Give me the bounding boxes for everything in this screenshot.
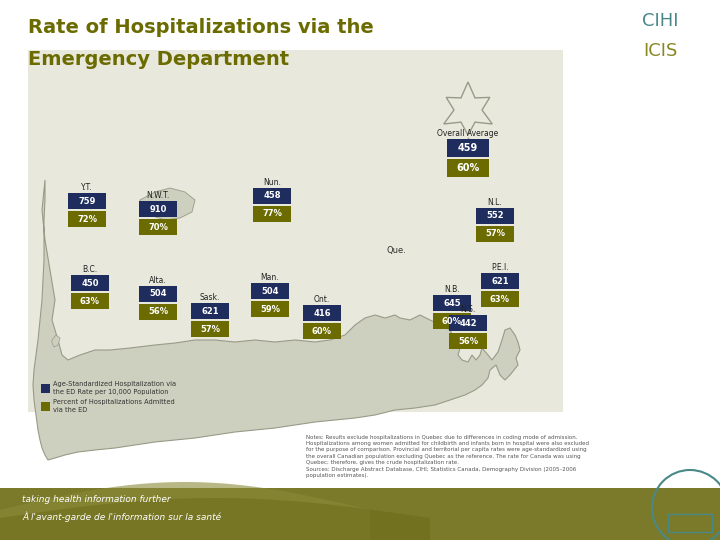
- Text: 56%: 56%: [458, 336, 478, 346]
- FancyBboxPatch shape: [251, 301, 289, 317]
- Text: 60%: 60%: [442, 316, 462, 326]
- Text: Notes: Results exclude hospitalizations in Quebec due to differences in coding m: Notes: Results exclude hospitalizations …: [306, 435, 589, 478]
- FancyBboxPatch shape: [476, 208, 514, 224]
- FancyBboxPatch shape: [449, 333, 487, 349]
- Text: Percent of Hospitalizations Admitted
via the ED: Percent of Hospitalizations Admitted via…: [53, 399, 175, 413]
- FancyBboxPatch shape: [433, 295, 471, 311]
- FancyBboxPatch shape: [303, 323, 341, 339]
- Text: N.L.: N.L.: [487, 198, 503, 207]
- FancyBboxPatch shape: [433, 313, 471, 329]
- FancyBboxPatch shape: [41, 384, 50, 393]
- Text: 645: 645: [444, 299, 461, 307]
- FancyBboxPatch shape: [303, 305, 341, 321]
- Polygon shape: [52, 335, 60, 347]
- Text: N.B.: N.B.: [444, 285, 460, 294]
- Text: Overall Average: Overall Average: [437, 129, 499, 138]
- Text: Ont.: Ont.: [314, 295, 330, 304]
- Text: 57%: 57%: [200, 325, 220, 334]
- Text: 56%: 56%: [148, 307, 168, 316]
- Text: 504: 504: [261, 287, 279, 295]
- Text: 70%: 70%: [148, 222, 168, 232]
- Text: taking health information further: taking health information further: [22, 495, 171, 504]
- FancyBboxPatch shape: [447, 139, 489, 157]
- Text: Man.: Man.: [261, 273, 279, 282]
- Text: P.E.I.: P.E.I.: [491, 263, 509, 272]
- Text: 59%: 59%: [260, 305, 280, 314]
- FancyBboxPatch shape: [139, 286, 177, 302]
- Text: 621: 621: [491, 276, 509, 286]
- Text: 759: 759: [78, 197, 96, 206]
- FancyBboxPatch shape: [191, 321, 229, 337]
- Text: Alta.: Alta.: [149, 276, 167, 285]
- Text: Emergency Department: Emergency Department: [28, 50, 289, 69]
- FancyBboxPatch shape: [71, 275, 109, 291]
- Text: Rate of Hospitalizations via the: Rate of Hospitalizations via the: [28, 18, 374, 37]
- FancyBboxPatch shape: [251, 283, 289, 299]
- FancyBboxPatch shape: [481, 273, 519, 289]
- Text: CIHI: CIHI: [642, 12, 678, 30]
- Text: B.C.: B.C.: [82, 265, 98, 274]
- FancyBboxPatch shape: [481, 291, 519, 307]
- Text: 552: 552: [486, 212, 504, 220]
- Text: Y.T.: Y.T.: [81, 183, 93, 192]
- Text: Nun.: Nun.: [263, 178, 281, 187]
- FancyBboxPatch shape: [71, 293, 109, 309]
- Text: 450: 450: [81, 279, 99, 287]
- FancyBboxPatch shape: [68, 193, 106, 209]
- FancyBboxPatch shape: [0, 488, 720, 540]
- FancyBboxPatch shape: [139, 201, 177, 217]
- Polygon shape: [33, 180, 520, 460]
- Text: 60%: 60%: [312, 327, 332, 335]
- Text: 458: 458: [264, 192, 281, 200]
- Text: 910: 910: [149, 205, 167, 213]
- Text: ICIS: ICIS: [643, 42, 678, 60]
- Text: À l'avant-garde de l'information sur la santé: À l'avant-garde de l'information sur la …: [22, 511, 221, 522]
- Text: 63%: 63%: [490, 294, 510, 303]
- Text: 504: 504: [149, 289, 167, 299]
- Text: 459: 459: [458, 143, 478, 153]
- FancyBboxPatch shape: [253, 206, 291, 222]
- FancyBboxPatch shape: [253, 188, 291, 204]
- Polygon shape: [140, 188, 195, 220]
- Text: 621: 621: [201, 307, 219, 315]
- FancyBboxPatch shape: [28, 50, 563, 412]
- Text: 63%: 63%: [80, 296, 100, 306]
- FancyBboxPatch shape: [41, 402, 50, 411]
- FancyBboxPatch shape: [139, 219, 177, 235]
- Text: Que.: Que.: [386, 246, 406, 255]
- FancyBboxPatch shape: [68, 211, 106, 227]
- FancyBboxPatch shape: [191, 303, 229, 319]
- Text: N.W.T.: N.W.T.: [146, 191, 170, 200]
- FancyBboxPatch shape: [449, 315, 487, 331]
- Polygon shape: [0, 482, 370, 540]
- Text: N.S.: N.S.: [460, 305, 476, 314]
- FancyBboxPatch shape: [139, 304, 177, 320]
- Text: 77%: 77%: [262, 210, 282, 219]
- Text: 442: 442: [459, 319, 477, 327]
- Text: 72%: 72%: [77, 214, 97, 224]
- FancyBboxPatch shape: [476, 226, 514, 242]
- FancyBboxPatch shape: [447, 159, 489, 177]
- Text: 416: 416: [313, 308, 330, 318]
- Text: 57%: 57%: [485, 230, 505, 239]
- Text: Sask.: Sask.: [200, 293, 220, 302]
- Text: 60%: 60%: [456, 163, 480, 173]
- Text: Age-Standardized Hospitalization via
the ED Rate per 10,000 Population: Age-Standardized Hospitalization via the…: [53, 381, 176, 395]
- Polygon shape: [0, 498, 430, 540]
